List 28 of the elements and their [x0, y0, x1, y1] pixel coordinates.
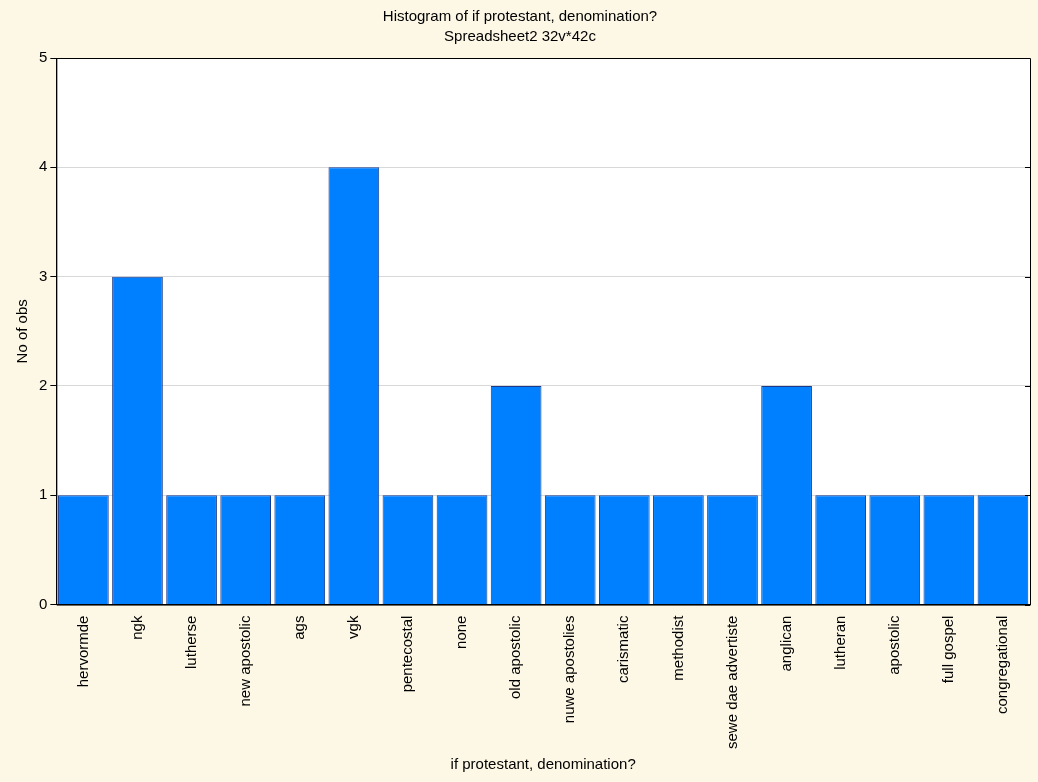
x-tick-label: nuwe apostolies: [560, 615, 578, 724]
x-tick-label: full gospel: [939, 615, 956, 684]
x-tick-label: lutheran: [830, 615, 848, 670]
y-tick-label: 2: [39, 376, 48, 394]
y-axis-title: No of obs: [13, 299, 31, 364]
y-tick-label: 5: [39, 48, 48, 66]
y-tick-label: 4: [39, 157, 48, 175]
x-axis-title: if protestant, denomination?: [450, 755, 636, 773]
x-tick-label: none: [452, 615, 470, 649]
chart-title: Histogram of if protestant, denomination?: [382, 7, 658, 25]
x-tick-label: anglican: [776, 615, 794, 672]
x-tick-label: vgk: [343, 615, 361, 639]
x-tick-label: ngk: [127, 615, 145, 640]
x-tick-label: ags: [289, 615, 307, 640]
x-tick-label: carismatic: [614, 615, 632, 684]
x-tick-label: methodist: [668, 614, 686, 681]
x-tick-label: pentecostal: [398, 615, 416, 693]
y-tick-label: 0: [39, 594, 48, 612]
x-tick-label: lutherse: [181, 615, 199, 669]
x-tick-label: hervormde: [73, 615, 91, 688]
x-tick-label: apostolic: [884, 615, 902, 675]
x-tick-label: new apostolic: [235, 615, 253, 707]
chart-subtitle: Spreadsheet2 32v*42c: [444, 27, 597, 45]
y-tick-label: 3: [39, 266, 48, 284]
x-tick-label: old apostolic: [506, 615, 524, 699]
x-tick-label: sewe dae advertiste: [722, 615, 740, 750]
x-tick-label: congregational: [993, 615, 1011, 715]
y-tick-label: 1: [39, 485, 48, 503]
